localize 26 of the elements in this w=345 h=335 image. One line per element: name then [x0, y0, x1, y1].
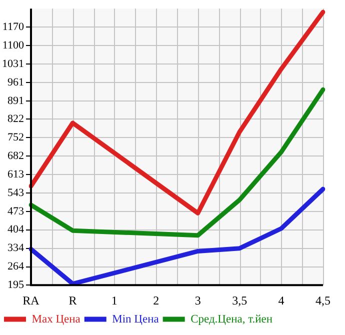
x-tick-label: 1: [111, 293, 118, 308]
y-tick-label: 195: [8, 278, 24, 291]
y-tick-label: 891: [8, 94, 24, 107]
y-tick-label: 404: [8, 224, 24, 236]
y-tick-label: 543: [8, 186, 24, 199]
y-tick-label: 682: [8, 150, 24, 162]
x-tick-label: 3,5: [232, 293, 248, 308]
y-tick-label: 473: [8, 205, 24, 218]
x-tick-label: 4: [278, 293, 284, 308]
y-tick-label: 264: [8, 260, 24, 273]
legend-label: Max Цена: [32, 313, 80, 326]
legend-label: Min Цена: [112, 313, 159, 326]
x-tick-label: 3: [194, 293, 201, 308]
y-tick-label: 613: [8, 168, 24, 180]
y-tick-label: 752: [8, 132, 24, 144]
x-tick-label: 2: [153, 293, 160, 308]
y-tick-label: 1170: [2, 21, 24, 34]
legend-label: Сред.Цена, т.йен: [190, 313, 273, 326]
x-tick-label: RA: [22, 293, 40, 308]
y-tick-label: 961: [8, 76, 24, 88]
y-tick-label: 822: [8, 113, 24, 126]
y-tick-label: 1100: [2, 40, 24, 52]
x-tick-label: 4,5: [316, 293, 330, 308]
y-tick-label: 334: [8, 242, 24, 254]
y-tick-label: 1031: [2, 58, 24, 70]
x-tick-label: R: [68, 293, 77, 308]
